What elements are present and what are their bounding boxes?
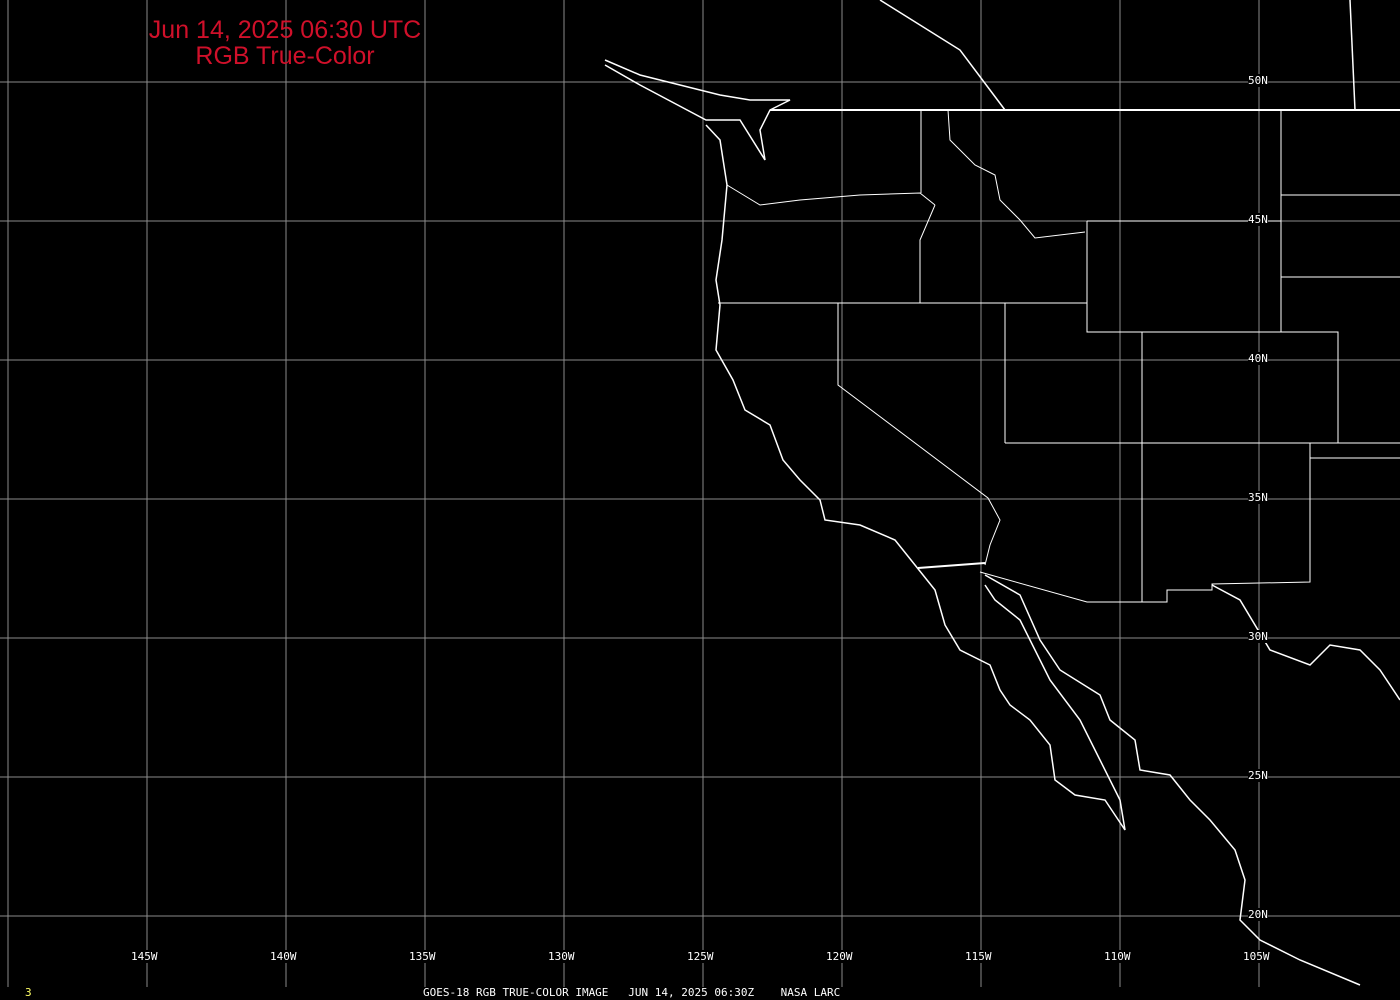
- longitude-label: 135W: [409, 950, 436, 963]
- gulf-of-mexico-coastline: [1211, 584, 1400, 701]
- latitude-label: 45N: [1248, 213, 1268, 226]
- longitude-label: 130W: [548, 950, 575, 963]
- longitude-label: 125W: [687, 950, 714, 963]
- longitude-label: 105W: [1243, 950, 1270, 963]
- title-date: Jun 14, 2025 06:30 UTC: [148, 16, 422, 44]
- longitude-label: 140W: [270, 950, 297, 963]
- latitude-label: 20N: [1248, 908, 1268, 921]
- longitude-label: 120W: [826, 950, 853, 963]
- ca-nv-border: [837, 303, 1001, 566]
- longitude-label: 115W: [965, 950, 992, 963]
- image-caption: GOES-18 RGB TRUE-COLOR IMAGE JUN 14, 202…: [423, 986, 841, 999]
- nm-east-border: [979, 443, 1311, 603]
- latitude-label: 50N: [1248, 74, 1268, 87]
- mexico-gulf-coastline: [984, 574, 1361, 986]
- state-borders: [718, 109, 1400, 603]
- wy-co-border: [1142, 331, 1339, 443]
- id-mt-border: [947, 109, 1086, 239]
- longitude-label: 145W: [131, 950, 158, 963]
- latitude-label: 30N: [1248, 630, 1268, 643]
- latitude-label: 25N: [1248, 769, 1268, 782]
- latitude-label: 35N: [1248, 491, 1268, 504]
- canada-inland-line: [879, 0, 1006, 111]
- or-id-border: [919, 204, 936, 303]
- id-wy-border: [1086, 221, 1142, 333]
- wa-or-border: [726, 184, 936, 206]
- canada-east-line: [1349, 0, 1356, 111]
- pacific-coastline: [705, 124, 1126, 831]
- longitude-label: 110W: [1104, 950, 1131, 963]
- canada-coastline: [604, 59, 791, 161]
- frame-number: 3: [25, 986, 32, 999]
- ca-mexico-border: [917, 562, 986, 569]
- title-product: RGB True-Color: [195, 42, 375, 70]
- latitude-label: 40N: [1248, 352, 1268, 365]
- coastlines: [604, 0, 1400, 986]
